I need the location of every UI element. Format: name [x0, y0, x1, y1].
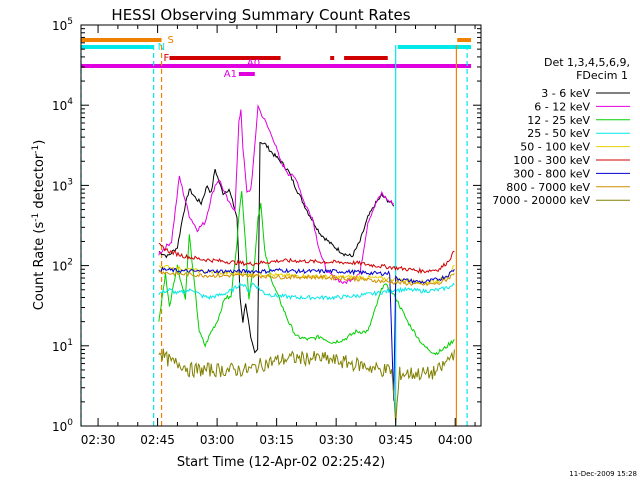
- y-tick-label: 104: [52, 97, 73, 113]
- flag-label: S: [168, 35, 174, 46]
- legend-entry: 3 - 6 keV: [541, 87, 590, 100]
- legend-entry: 25 - 50 keV: [527, 127, 590, 140]
- y-tick-label: 103: [52, 177, 73, 193]
- series-line: [158, 242, 455, 275]
- y-tick-label: 102: [52, 258, 73, 274]
- legend-entry: 300 - 800 keV: [513, 167, 590, 180]
- series-line: [158, 348, 455, 424]
- x-tick-label: 03:15: [259, 433, 294, 447]
- y-tick-label: 100: [52, 418, 73, 434]
- flag-label: A0: [247, 58, 260, 69]
- series-layer: [158, 103, 455, 424]
- series-line: [158, 269, 455, 287]
- legend-entry: 50 - 100 keV: [520, 141, 590, 154]
- legend-entry: 6 - 12 keV: [534, 100, 590, 113]
- series-line: [158, 103, 395, 285]
- legend-entry: 800 - 7000 keV: [506, 181, 590, 194]
- series-line: [158, 141, 395, 354]
- x-tick-label: 03:30: [319, 433, 354, 447]
- x-tick-label: 02:30: [81, 433, 116, 447]
- x-tick-label: 02:45: [140, 433, 175, 447]
- y-axis-label-sup2: -1: [31, 145, 41, 154]
- legend-entry: 7000 - 20000 keV: [492, 194, 590, 207]
- flag-label: A1: [224, 69, 237, 80]
- x-tick-label: 03:00: [200, 433, 235, 447]
- y-axis-label-main: Count Rate (s: [32, 222, 47, 311]
- legend-title-1: Det 1,3,4,5,6,9,: [544, 56, 630, 69]
- flag-label: F: [164, 53, 170, 64]
- x-axis: 02:30 02:45 03:00 03:15 03:30 03:45 04:00: [81, 25, 476, 447]
- series-line: [158, 266, 455, 401]
- y-tick-label: 101: [52, 338, 73, 354]
- chart-title: HESSI Observing Summary Count Rates: [111, 6, 410, 24]
- legend-entry: 100 - 300 keV: [513, 154, 590, 167]
- legend-title-2: FDecim 1: [576, 69, 628, 82]
- y-axis-label-sup1: -1: [31, 213, 41, 222]
- y-axis: 100 101 102 103 104 105: [52, 17, 481, 434]
- y-tick-label: 105: [52, 17, 73, 33]
- x-tick-label: 04:00: [438, 433, 473, 447]
- series-line: [158, 190, 455, 356]
- series-line: [158, 281, 455, 301]
- legend-entry: 12 - 25 keV: [527, 114, 590, 127]
- vertical-markers: [80, 45, 468, 426]
- y-axis-label-mid: detector: [32, 153, 47, 213]
- plot-frame: [80, 24, 482, 427]
- y-axis-label: Count Rate (s-1 detector-1): [31, 140, 47, 311]
- footer-date: 11-Dec-2009 15:28: [569, 470, 637, 478]
- y-axis-label-end: ): [32, 140, 47, 145]
- flag-bars: SNFA0A1: [81, 35, 472, 80]
- x-tick-label: 03:45: [378, 433, 413, 447]
- x-axis-label: Start Time (12-Apr-02 02:25:42): [177, 455, 385, 470]
